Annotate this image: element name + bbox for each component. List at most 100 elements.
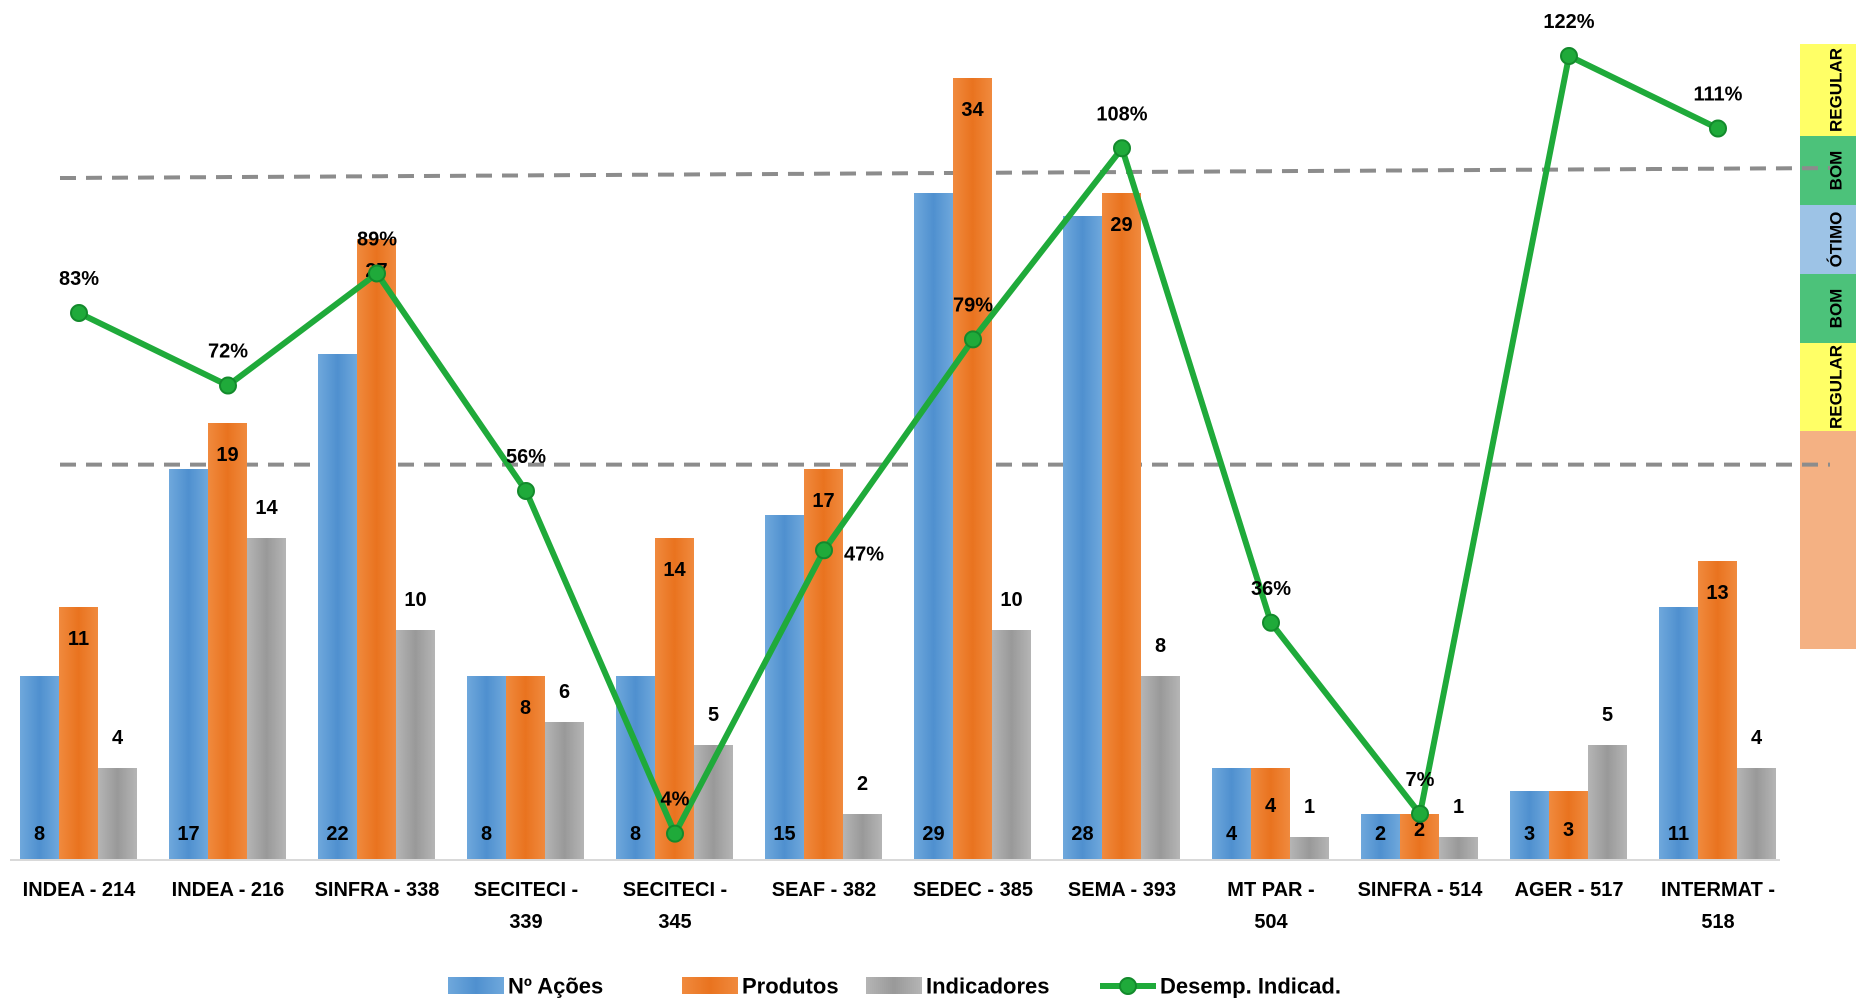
- performance-band-1: [1800, 44, 1856, 136]
- produtos-legend-label: Produtos: [742, 974, 839, 999]
- indicadores-value-label: 10: [404, 589, 426, 611]
- desempenho-value-label: 72%: [208, 341, 248, 363]
- desempenho-value-label: 36%: [1251, 578, 1291, 600]
- n-acoes-bar: [1659, 607, 1698, 860]
- produtos-value-label: 34: [961, 99, 984, 121]
- performance-band-label: BOM: [1827, 289, 1846, 329]
- indicadores-value-label: 1: [1453, 796, 1464, 818]
- indicadores-bar: [1290, 837, 1329, 860]
- n-acoes-bar: [467, 676, 506, 860]
- category-label: INDEA - 216: [172, 879, 285, 901]
- desempenho-point: [1560, 47, 1578, 65]
- desempenho-value-label: 79%: [953, 294, 993, 316]
- indicadores-bar: [843, 814, 882, 860]
- performance-band-2: [1800, 136, 1856, 205]
- produtos-value-label: 8: [520, 697, 531, 719]
- produtos-value-label: 3: [1563, 819, 1574, 841]
- n-acoes-value-label: 3: [1524, 823, 1535, 845]
- desempenho-value-label: 89%: [357, 228, 397, 250]
- desempenho-point: [70, 304, 88, 323]
- bar-value-labels: 8114171914222710886814515172293410282984…: [34, 99, 1763, 845]
- n-acoes-bar: [1212, 768, 1251, 860]
- desempenho-point: [666, 824, 684, 843]
- performance-band-label: ÓTIMO: [1827, 212, 1846, 268]
- produtos-value-label: 14: [663, 559, 686, 581]
- category-label: INDEA - 214: [23, 879, 137, 901]
- n-acoes-value-label: 8: [630, 823, 641, 845]
- bar-series: [20, 78, 1776, 860]
- n-acoes-bar: [1063, 216, 1102, 860]
- produtos-bar: [1549, 791, 1588, 860]
- n-acoes-bar: [914, 193, 953, 860]
- category-label: SEMA - 393: [1068, 879, 1176, 901]
- category-label: SECITECI -339: [474, 879, 578, 933]
- desempenho-point: [1709, 119, 1727, 138]
- desempenho-value-label: 47%: [844, 543, 884, 565]
- legend: Nº Ações Produtos Indicadores Desemp. Indic…: [448, 974, 1341, 999]
- n-acoes-bar: [169, 469, 208, 860]
- n-acoes-value-label: 8: [481, 823, 492, 845]
- n-acoes-bar: [765, 515, 804, 860]
- indicadores-bar: [1588, 745, 1627, 860]
- n-acoes-value-label: 28: [1071, 823, 1093, 845]
- produtos-value-label: 11: [68, 628, 89, 650]
- n-acoes-value-label: 2: [1375, 823, 1386, 845]
- n-acoes-value-label: 22: [326, 823, 348, 845]
- category-label: SEDEC - 385: [913, 879, 1033, 901]
- produtos-value-label: 29: [1110, 214, 1132, 236]
- indicadores-legend-label: Indicadores: [926, 974, 1049, 999]
- category-label: INTERMAT -518: [1661, 879, 1775, 933]
- performance-band-label: REGULAR: [1827, 345, 1846, 429]
- desempenho-point: [1113, 139, 1131, 158]
- indicadores-bar: [1737, 768, 1776, 860]
- indicadores-bar: [98, 768, 137, 860]
- n-acoes-bar: [20, 676, 59, 860]
- indicadores-value-label: 10: [1000, 589, 1022, 611]
- performance-band-5: [1800, 343, 1856, 431]
- indicadores-bar: [1439, 837, 1478, 860]
- n-acoes-legend-swatch: [448, 977, 504, 994]
- desempenho-point: [1262, 613, 1280, 632]
- desempenho-value-label: 7%: [1406, 769, 1435, 791]
- produtos-value-label: 4: [1265, 795, 1277, 817]
- produtos-bar: [1698, 561, 1737, 860]
- line-series: 83% 72% 89% 56% 4% 47% 79% 108% 36% 7% 122% 111%: [59, 11, 1743, 843]
- desempenho-point: [1411, 804, 1429, 823]
- performance-band-6: [1800, 431, 1856, 649]
- indicadores-value-label: 8: [1155, 635, 1166, 657]
- desempenho-value-label: 83%: [59, 268, 99, 290]
- produtos-bar: [953, 78, 992, 860]
- desempenho-point: [517, 481, 535, 500]
- category-label: AGER - 517: [1515, 879, 1624, 901]
- desempenho-point: [964, 330, 982, 349]
- n-acoes-value-label: 15: [773, 823, 795, 845]
- indicadores-value-label: 14: [255, 497, 278, 519]
- n-acoes-value-label: 8: [34, 823, 45, 845]
- indicadores-value-label: 4: [112, 727, 124, 749]
- performance-band-4: [1800, 274, 1856, 343]
- n-acoes-bar: [318, 354, 357, 860]
- category-label: MT PAR -504: [1227, 879, 1314, 933]
- n-acoes-bar: [1361, 814, 1400, 860]
- produtos-value-label: 19: [216, 444, 238, 466]
- indicadores-value-label: 1: [1304, 796, 1315, 818]
- x-axis-tick-labels: INDEA - 214 INDEA - 216 SINFRA - 338 SECITE…: [23, 879, 1775, 933]
- category-label: SINFRA - 514: [1358, 879, 1484, 901]
- n-acoes-value-label: 4: [1226, 823, 1238, 845]
- desempenho-point: [219, 376, 237, 395]
- performance-band-label: REGULAR: [1827, 48, 1846, 132]
- category-label: SEAF - 382: [772, 879, 876, 901]
- indicadores-bar: [396, 630, 435, 860]
- desempenho-value-label: 111%: [1694, 83, 1743, 105]
- indicadores-value-label: 4: [1751, 727, 1763, 749]
- indicadores-bar: [247, 538, 286, 860]
- produtos-bar: [357, 239, 396, 860]
- produtos-value-label: 2: [1414, 819, 1425, 841]
- performance-bands: REGULAR BOM ÓTIMO BOM REGULAR: [1800, 44, 1856, 649]
- n-acoes-value-label: 17: [177, 823, 199, 845]
- category-label: SINFRA - 338: [315, 879, 440, 901]
- produtos-bar: [506, 676, 545, 860]
- produtos-value-label: 17: [812, 490, 834, 512]
- produtos-bar: [208, 423, 247, 860]
- category-label: SECITECI -345: [623, 879, 727, 933]
